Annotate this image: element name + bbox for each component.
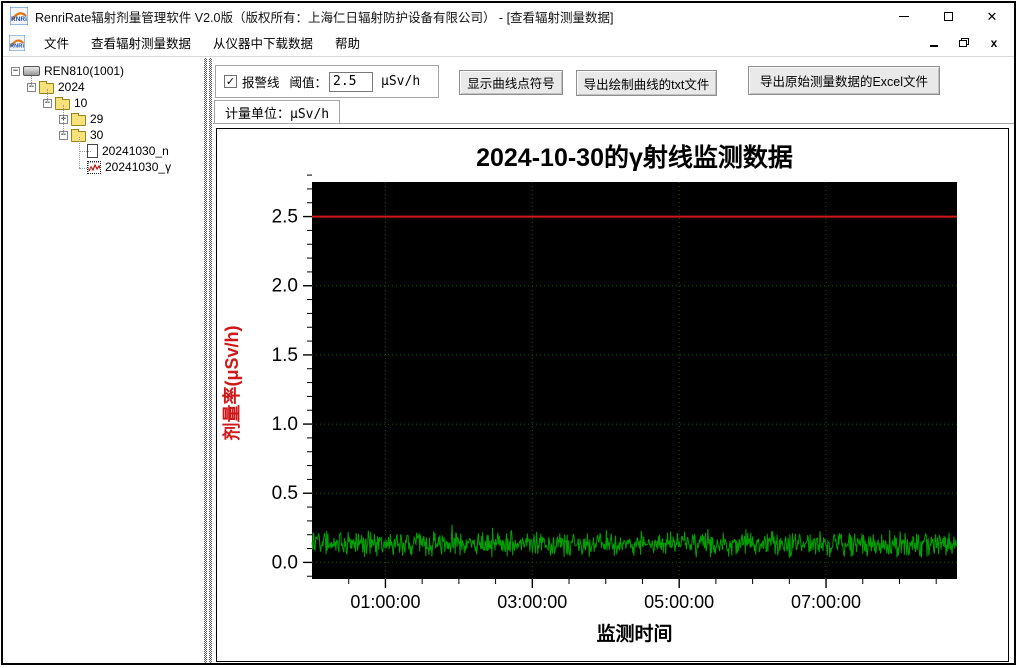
folder-icon	[39, 80, 54, 94]
mdi-close-icon: x	[990, 35, 998, 50]
tree-item-label: 30	[90, 128, 104, 142]
tree-connector-line	[79, 151, 91, 152]
tree-item-ren810[interactable]: − REN810(1001)	[3, 63, 203, 79]
folder-icon	[71, 112, 86, 126]
menu-bar: RNRi 文件 查看辐射测量数据 从仪器中下载数据 帮助 x	[3, 29, 1014, 57]
x-tick-label: 03:00:00	[497, 592, 567, 612]
gamma-chart: 0.0 0.5 1.0 1.5 2.0 2.5 01:00:00 03:00:00 05:00:…	[272, 174, 958, 612]
mdi-restore-button[interactable]	[956, 36, 972, 50]
minimize-button[interactable]	[882, 3, 926, 29]
tree-item-label: 10	[74, 96, 88, 110]
alarm-settings-group: ✓ 报警线 阈值： μSv/h	[215, 65, 439, 98]
tree-connector-line	[63, 105, 64, 135]
app-logo-icon: RNRi	[10, 7, 28, 25]
tree-item-2024[interactable]: −2024	[3, 79, 203, 95]
mdi-minimize-icon	[930, 45, 938, 47]
tree-connector-line	[31, 73, 32, 87]
x-tick-label: 01:00:00	[350, 592, 420, 612]
export-txt-button[interactable]: 导出绘制曲线的txt文件	[576, 70, 717, 96]
mdi-close-button[interactable]: x	[986, 36, 1002, 50]
menu-item-help[interactable]: 帮助	[335, 37, 361, 51]
tree-item-30[interactable]: −30	[3, 127, 203, 143]
x-tick-label: 07:00:00	[791, 592, 861, 612]
y-tick-label: 0.5	[272, 483, 298, 504]
tree-item-label: 29	[90, 112, 104, 126]
collapse-icon[interactable]: −	[11, 65, 20, 76]
close-icon: ✕	[986, 8, 998, 24]
tree-item-20241030-g[interactable]: 20241030_γ	[3, 159, 203, 175]
maximize-button[interactable]	[926, 3, 970, 29]
chart-view-panel: ✓ 报警线 阈值： μSv/h 显示曲线点符号 导出绘制曲线的txt文件 导出原…	[213, 58, 1014, 663]
tree-item-label: REN810(1001)	[44, 64, 125, 78]
minimize-icon	[899, 15, 909, 17]
tree-item-label: 2024	[58, 80, 85, 94]
menu-items: 文件 查看辐射测量数据 从仪器中下载数据 帮助	[33, 29, 926, 56]
y-tick-label: 1.5	[272, 345, 298, 366]
threshold-label: 阈值：	[289, 76, 328, 90]
folder-icon	[55, 96, 70, 110]
splitter-strip	[209, 58, 212, 663]
svg-text:RNRi: RNRi	[11, 16, 27, 23]
export-excel-button[interactable]: 导出原始测量数据的Excel文件	[748, 66, 940, 95]
y-tick-label: 0.0	[272, 552, 298, 573]
menu-item-download[interactable]: 从仪器中下载数据	[213, 37, 314, 51]
dose-rate-series	[311, 524, 958, 558]
x-axis-label: 监测时间	[596, 624, 673, 645]
mdi-restore-icon	[959, 38, 969, 47]
tree-item-29[interactable]: +29	[3, 111, 203, 127]
y-tick-label: 2.0	[272, 276, 298, 297]
threshold-unit-label: μSv/h	[381, 74, 421, 89]
chart-title: 2024-10-30的γ射线监测数据	[476, 144, 793, 172]
menu-item-view-data[interactable]: 查看辐射测量数据	[91, 37, 192, 51]
window-title: RenriRate辐射剂量管理软件 V2.0版（版权所有：上海仁日辐射防护设备有…	[35, 10, 614, 25]
y-tick-label: 2.5	[272, 207, 298, 228]
alarm-line-label: 报警线	[242, 76, 280, 90]
tree-item-label: 20241030_γ	[105, 160, 172, 174]
tree-item-10[interactable]: −10	[3, 95, 203, 111]
tree-item-label: 20241030_n	[102, 144, 169, 158]
show-points-button[interactable]: 显示曲线点符号	[459, 70, 563, 95]
tree-item-20241030-n[interactable]: 20241030_n	[3, 143, 203, 159]
splitter-strip	[204, 58, 207, 663]
unit-tab-strip: 计量单位：μSv/h	[213, 100, 1014, 124]
folder-icon	[71, 128, 86, 142]
splitter[interactable]	[203, 58, 213, 663]
alarm-line-checkbox[interactable]: ✓	[224, 75, 237, 88]
close-button[interactable]: ✕	[970, 3, 1014, 29]
unit-tab[interactable]: 计量单位：μSv/h	[214, 100, 341, 123]
title-bar: RNRi RenriRate辐射剂量管理软件 V2.0版（版权所有：上海仁日辐射…	[3, 3, 1014, 29]
device-tree-panel: − REN810(1001) −2024−10 +29−30 20241030_n 202…	[3, 58, 203, 663]
tree-connector-line	[79, 168, 91, 169]
mdi-minimize-button[interactable]	[926, 36, 942, 50]
mdi-document-icon[interactable]: RNRi	[9, 34, 25, 51]
main-content: − REN810(1001) −2024−10 +29−30 20241030_n 202…	[3, 58, 1014, 663]
menu-item-file[interactable]: 文件	[44, 37, 70, 51]
y-tick-label: 1.0	[272, 414, 298, 435]
tree-connector-line	[79, 137, 80, 168]
curve-file-icon	[87, 160, 101, 174]
threshold-input[interactable]	[329, 71, 374, 92]
x-tick-label: 05:00:00	[644, 592, 714, 612]
y-axis-label: 剂量率(μSv/h)	[222, 325, 242, 441]
maximize-icon	[943, 11, 953, 21]
chart-panel: 0.0 0.5 1.0 1.5 2.0 2.5 01:00:00 03:00:00 05:00:…	[216, 128, 1009, 662]
svg-text:RNRi: RNRi	[10, 43, 24, 49]
tree-connector-line	[47, 89, 48, 103]
plot-area	[312, 182, 957, 579]
